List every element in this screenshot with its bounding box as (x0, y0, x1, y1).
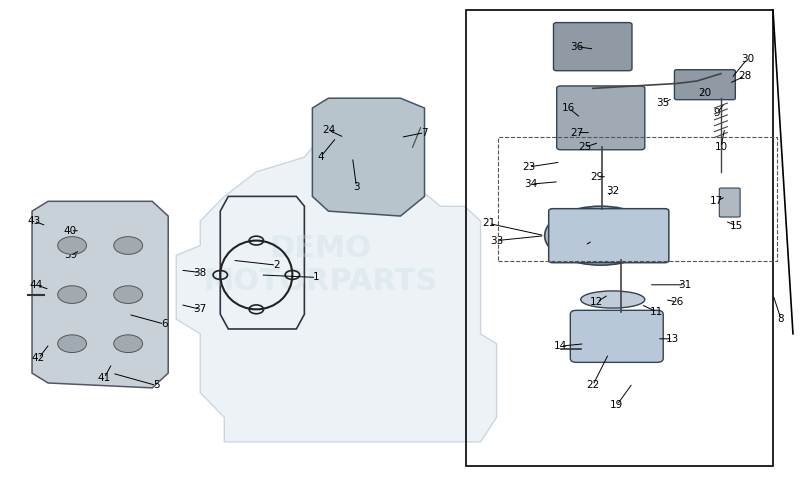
Text: 25: 25 (578, 142, 591, 152)
Text: 19: 19 (610, 400, 623, 410)
Text: 21: 21 (482, 218, 495, 228)
FancyBboxPatch shape (570, 310, 663, 362)
Text: 11: 11 (650, 307, 663, 317)
Text: 31: 31 (678, 280, 691, 290)
Text: 38: 38 (194, 268, 207, 277)
Text: 41: 41 (98, 373, 111, 383)
Text: 28: 28 (739, 71, 751, 81)
Bar (498, 137, 777, 261)
Text: 36: 36 (570, 42, 583, 52)
Text: 5: 5 (153, 381, 159, 390)
Text: 33: 33 (490, 236, 503, 246)
Bar (466, 10, 773, 466)
Text: 9: 9 (714, 108, 720, 118)
Text: 14: 14 (554, 341, 567, 351)
Text: 8: 8 (778, 314, 784, 324)
FancyBboxPatch shape (557, 86, 645, 150)
Circle shape (58, 237, 87, 254)
Text: 3: 3 (353, 182, 360, 191)
Text: 22: 22 (586, 381, 599, 390)
Text: 35: 35 (657, 98, 670, 108)
Text: 44: 44 (30, 280, 42, 290)
Text: 37: 37 (194, 304, 207, 314)
Circle shape (58, 335, 87, 353)
Text: 26: 26 (670, 297, 683, 307)
Text: 23: 23 (522, 162, 535, 172)
Text: 43: 43 (27, 216, 40, 226)
FancyBboxPatch shape (674, 70, 735, 100)
Ellipse shape (545, 206, 657, 265)
Text: 12: 12 (590, 297, 603, 307)
Text: 20: 20 (698, 88, 711, 98)
FancyBboxPatch shape (719, 188, 740, 217)
Text: 1: 1 (313, 273, 320, 282)
Circle shape (58, 286, 87, 303)
Circle shape (114, 237, 143, 254)
Text: DEMO
MOTORPARTS: DEMO MOTORPARTS (203, 234, 437, 297)
Text: 17: 17 (710, 196, 723, 206)
Text: 18: 18 (578, 241, 591, 250)
Circle shape (114, 286, 143, 303)
Text: 30: 30 (741, 54, 754, 64)
Text: 6: 6 (161, 319, 167, 329)
Text: 13: 13 (666, 334, 679, 344)
Polygon shape (176, 113, 497, 442)
Text: 27: 27 (570, 128, 583, 137)
Text: 42: 42 (32, 354, 45, 363)
Text: 10: 10 (714, 142, 727, 152)
FancyBboxPatch shape (549, 209, 669, 263)
Text: 32: 32 (606, 187, 619, 196)
FancyBboxPatch shape (553, 23, 632, 71)
Circle shape (114, 335, 143, 353)
Text: 15: 15 (731, 221, 743, 231)
Text: 29: 29 (590, 172, 603, 182)
Text: 4: 4 (317, 152, 324, 162)
Text: 24: 24 (322, 125, 335, 135)
Text: 40: 40 (64, 226, 77, 236)
Ellipse shape (581, 291, 645, 308)
Polygon shape (312, 98, 425, 216)
Text: 34: 34 (525, 179, 537, 189)
Text: 39: 39 (64, 250, 77, 260)
Polygon shape (32, 201, 168, 388)
Text: 16: 16 (562, 103, 575, 113)
Text: 7: 7 (421, 128, 428, 137)
Text: 2: 2 (273, 260, 280, 270)
